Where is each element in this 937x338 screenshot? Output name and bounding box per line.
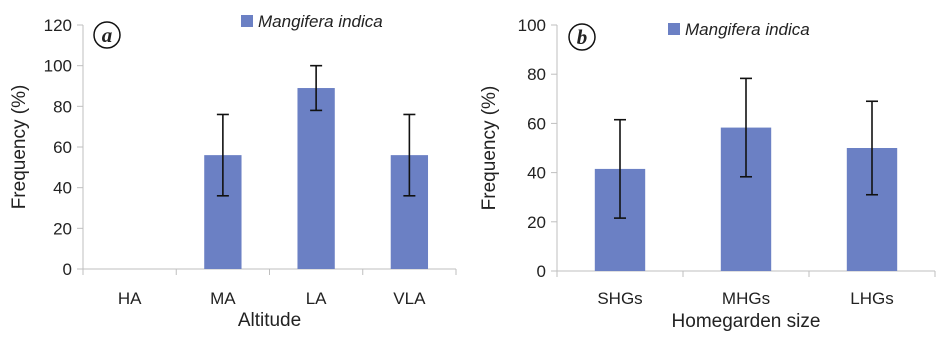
chart-a-y-axis-title: Frequency (%) [9, 85, 30, 210]
chart-a-x-tick-label: HA [118, 289, 142, 308]
chart-a-x-axis-title: Altitude [238, 310, 301, 331]
chart-a-legend-label: Mangifera indica [258, 12, 383, 31]
chart-b-x-tick-label: MHGs [722, 289, 770, 308]
chart-b-y-axis-title: Frequency (%) [479, 86, 500, 211]
chart-a-y-tick-label: 60 [53, 138, 72, 157]
chart-a-legend-swatch [241, 15, 253, 27]
chart-b-y-tick-label: 0 [537, 262, 546, 281]
chart-a-y-tick-label: 80 [53, 97, 72, 116]
chart-b-y-tick-label: 100 [518, 16, 546, 35]
chart-b-y-tick-label: 20 [527, 213, 546, 232]
chart-a-y-tick-label: 40 [53, 179, 72, 198]
chart-b-x-tick-label: SHGs [597, 289, 642, 308]
chart-b-y-tick-label: 40 [527, 164, 546, 183]
chart-a-x-tick-label: MA [210, 289, 236, 308]
chart-b-legend-label: Mangifera indica [685, 20, 810, 39]
chart-a-panel-label: a [102, 23, 113, 47]
chart-a-y-tick-label: 120 [44, 16, 72, 35]
chart-b-x-axis-title: Homegarden size [672, 311, 821, 332]
chart-b-y-tick-label: 60 [527, 114, 546, 133]
chart-b-panel-badge [568, 23, 596, 51]
chart-a-y-tick-label: 0 [63, 260, 72, 279]
chart-a-x-tick-label: LA [306, 289, 327, 308]
chart-b-x-tick-label: LHGs [850, 289, 893, 308]
chart-a-bar [297, 88, 335, 270]
chart-b-panel-label: b [577, 25, 588, 49]
chart-a-x-tick-label: VLA [393, 289, 426, 308]
chart-a-y-tick-label: 20 [53, 219, 72, 238]
chart-b-legend-swatch [668, 23, 680, 35]
chart-b-y-tick-label: 80 [527, 65, 546, 84]
chart-a-panel-badge [93, 21, 121, 49]
chart-a-y-tick-label: 100 [44, 57, 72, 76]
